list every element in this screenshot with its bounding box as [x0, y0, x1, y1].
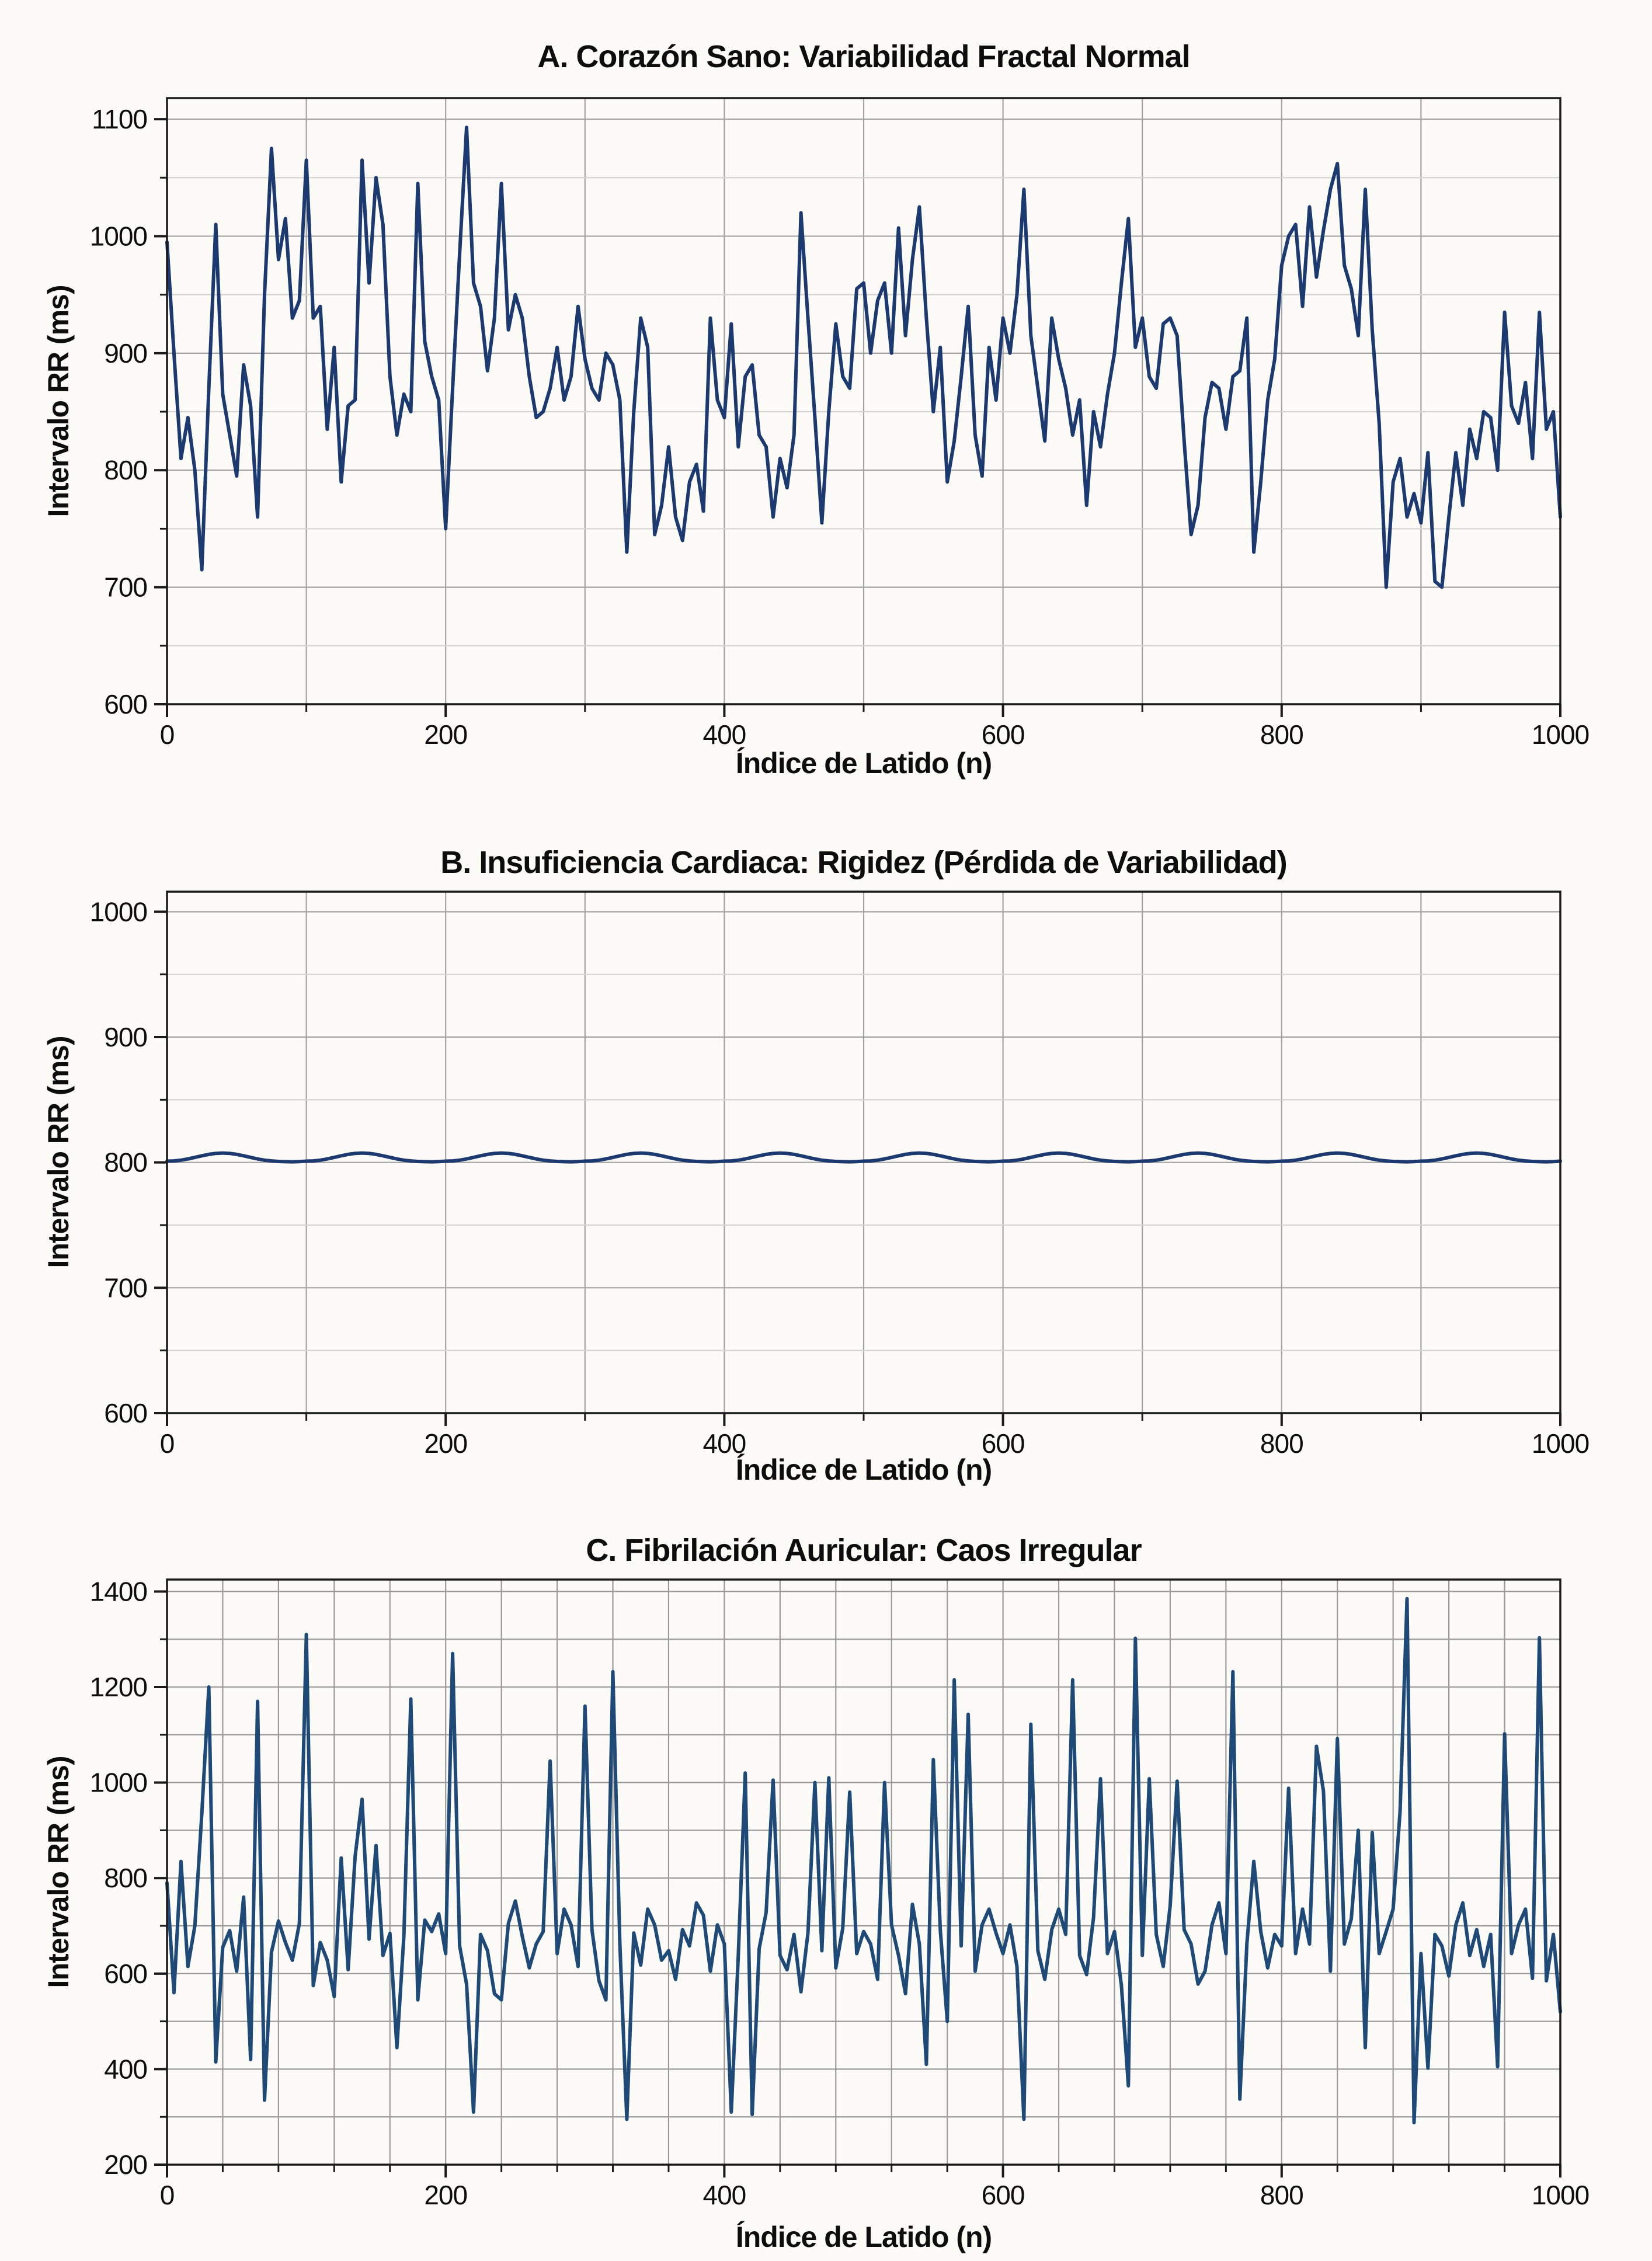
plot-border	[166, 891, 1561, 1414]
x-tick-label: 1000	[1532, 2180, 1589, 2210]
y-tick-label: 200	[104, 2149, 147, 2180]
rr-line-chart-heart-failure: 0 200 400 600 800 1000 600 700 800 900 1000	[90, 891, 1590, 1459]
y-tick-label: 600	[104, 1959, 147, 1989]
panel-atrial-fibrillation: C. Fibrilación Auricular: Caos Irregular…	[0, 1530, 1652, 2261]
axis-ticks: 0 200 400 600 800 1000 600 700 800 900 1000	[90, 896, 1590, 1459]
y-tick-label: 700	[104, 572, 147, 603]
panel-heart-failure: B. Insuficiencia Cardiaca: Rigidez (Pérd…	[0, 800, 1652, 1530]
x-tick-label: 600	[982, 1428, 1025, 1459]
x-tick-label: 200	[424, 1428, 467, 1459]
y-tick-label: 600	[104, 689, 147, 719]
panel-c-x-axis-label: Índice de Latido (n)	[735, 2221, 992, 2253]
rr-series-line	[165, 126, 1562, 589]
panel-healthy-heart: A. Corazón Sano: Variabilidad Fractal No…	[0, 0, 1652, 800]
y-tick-label: 900	[104, 338, 147, 368]
axis-ticks: 0 200 400 600 800 1000 200 400 600 800 1000 1200 140…	[90, 1576, 1590, 2210]
x-tick-label: 1000	[1532, 1428, 1589, 1459]
x-tick-label: 200	[424, 2180, 467, 2210]
x-tick-label: 200	[424, 719, 467, 750]
y-tick-label: 400	[104, 2054, 147, 2084]
panel-a-title: A. Corazón Sano: Variabilidad Fractal No…	[537, 39, 1190, 74]
gridlines	[167, 98, 1560, 704]
y-tick-label: 900	[104, 1022, 147, 1052]
panel-b-x-axis-label: Índice de Latido (n)	[735, 1453, 992, 1486]
x-tick-label: 600	[982, 719, 1025, 750]
y-tick-label: 1000	[90, 896, 147, 927]
x-tick-label: 400	[703, 719, 746, 750]
y-tick-label: 800	[104, 1147, 147, 1178]
panel-b-title: B. Insuficiencia Cardiaca: Rigidez (Pérd…	[440, 845, 1287, 880]
y-tick-label: 1200	[90, 1672, 147, 1702]
y-tick-label: 800	[104, 455, 147, 485]
y-tick-label: 1100	[92, 104, 147, 134]
rr-series-line	[165, 1596, 1562, 2124]
x-tick-label: 600	[982, 2180, 1025, 2210]
plot-border	[166, 97, 1561, 705]
y-tick-label: 1000	[90, 1768, 147, 1798]
y-tick-label: 800	[104, 1863, 147, 1893]
panel-a-x-axis-label: Índice de Latido (n)	[735, 747, 992, 780]
x-tick-label: 0	[160, 2180, 175, 2210]
y-tick-label: 1000	[90, 221, 147, 251]
y-tick-label: 700	[104, 1272, 147, 1303]
x-tick-label: 400	[703, 2180, 746, 2210]
rr-series-line	[165, 1151, 1562, 1164]
x-tick-label: 800	[1260, 1428, 1303, 1459]
x-tick-label: 800	[1260, 719, 1303, 750]
rr-line-chart-atrial-fibrillation: 0 200 400 600 800 1000 200 400 600 800 1000 1200 140…	[90, 1576, 1590, 2210]
x-tick-label: 0	[160, 719, 175, 750]
gridlines	[167, 892, 1560, 1413]
x-tick-label: 800	[1260, 2180, 1303, 2210]
panel-c-title: C. Fibrilación Auricular: Caos Irregular	[586, 1533, 1142, 1568]
x-tick-label: 1000	[1532, 719, 1589, 750]
y-tick-label: 1400	[90, 1576, 147, 1606]
x-tick-label: 400	[703, 1428, 746, 1459]
plot-border	[166, 1578, 1561, 2166]
axis-ticks: 0 200 400 600 800 1000 600 700 800 900 1000 1100	[90, 104, 1590, 750]
y-tick-label: 600	[104, 1398, 147, 1428]
x-tick-label: 0	[160, 1428, 175, 1459]
rr-line-chart-healthy: 0 200 400 600 800 1000 600 700 800 900 1000 1100	[90, 97, 1590, 750]
